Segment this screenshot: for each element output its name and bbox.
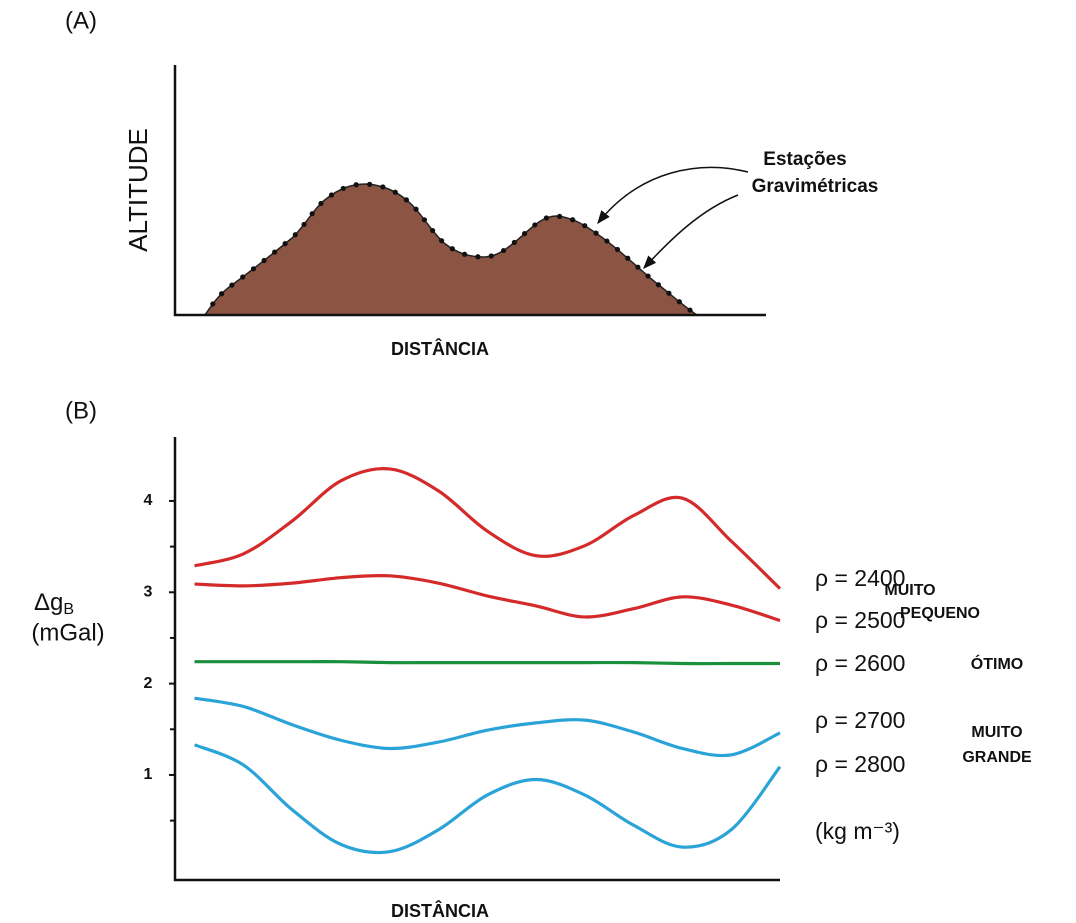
y-axis-label: ALTITUDE xyxy=(123,128,153,252)
group-label: MUITO xyxy=(971,724,1022,741)
annotation: Estações xyxy=(763,149,846,170)
panel-a: (A) ALTITUDE DISTÂNCIA Estações Gravimét… xyxy=(65,7,878,358)
series-line xyxy=(194,573,781,623)
station xyxy=(604,238,610,244)
legend-label: ρ = 2400 xyxy=(815,565,905,591)
legend-label: ρ = 2500 xyxy=(815,607,905,633)
station xyxy=(676,299,682,305)
station xyxy=(625,255,631,261)
station xyxy=(309,211,315,217)
station xyxy=(229,282,235,288)
station xyxy=(593,230,599,236)
y-axis-label: ΔgB xyxy=(34,589,74,618)
station xyxy=(328,192,335,198)
series-line xyxy=(194,467,782,590)
station xyxy=(582,223,588,229)
station xyxy=(635,264,641,270)
legend-label: ρ = 2800 xyxy=(815,751,905,777)
station xyxy=(261,257,267,264)
station xyxy=(340,185,346,192)
station xyxy=(403,197,409,203)
station xyxy=(421,217,428,223)
station xyxy=(475,254,481,260)
station xyxy=(521,231,528,237)
station xyxy=(645,273,651,279)
station xyxy=(272,249,278,255)
legend-label: ρ = 2600 xyxy=(815,650,905,676)
y-axis-unit: (mGal) xyxy=(31,619,104,646)
panel-label: (A) xyxy=(65,7,97,34)
series-line xyxy=(193,743,782,855)
group-label: MUITO xyxy=(884,582,935,599)
station xyxy=(218,291,225,297)
station xyxy=(462,251,468,257)
group-label: GRANDE xyxy=(962,749,1032,766)
x-axis-label: DISTÂNCIA xyxy=(391,900,489,921)
station xyxy=(301,221,307,228)
station xyxy=(250,266,257,272)
series-line xyxy=(194,696,781,758)
station xyxy=(413,206,419,212)
legend-label: ρ = 2700 xyxy=(815,707,905,733)
y-tick-label: 2 xyxy=(144,675,153,692)
station xyxy=(292,232,298,238)
y-axis-label-main: Δg xyxy=(34,589,63,616)
station xyxy=(282,241,288,247)
annotation: Gravimétricas xyxy=(752,176,879,197)
station xyxy=(392,189,398,195)
series-line xyxy=(194,660,780,666)
station xyxy=(488,253,494,259)
station xyxy=(438,238,445,244)
y-tick-label: 4 xyxy=(144,492,153,509)
station xyxy=(353,182,359,188)
station xyxy=(210,301,216,307)
station xyxy=(318,200,324,207)
panel-label: (B) xyxy=(65,397,97,424)
stations xyxy=(210,181,693,313)
arrow xyxy=(643,194,739,269)
x-axis-label: DISTÂNCIA xyxy=(391,338,489,359)
group-label: PEQUENO xyxy=(900,605,980,622)
panel-b: (B) ΔgB (mGal) DISTÂNCIA 1 2 3 4 ρ = 2400 ρ =… xyxy=(31,397,1032,920)
y-axis-label-sub: B xyxy=(63,601,74,618)
station xyxy=(655,282,662,288)
station xyxy=(430,227,436,234)
station xyxy=(687,307,693,313)
station xyxy=(240,274,246,280)
station xyxy=(380,184,386,190)
units-label: (kg m⁻³) xyxy=(815,818,900,844)
group-label: ÓTIMO xyxy=(971,654,1023,673)
station xyxy=(543,215,550,221)
y-tick-label: 1 xyxy=(144,766,153,783)
arrow xyxy=(597,166,749,225)
station xyxy=(532,222,538,228)
y-tick-label: 3 xyxy=(144,583,153,600)
station xyxy=(666,290,672,296)
station xyxy=(557,213,563,219)
station xyxy=(614,246,621,253)
station xyxy=(449,246,455,252)
station xyxy=(367,181,373,187)
station xyxy=(570,217,576,223)
station xyxy=(511,239,517,246)
station xyxy=(500,247,507,254)
